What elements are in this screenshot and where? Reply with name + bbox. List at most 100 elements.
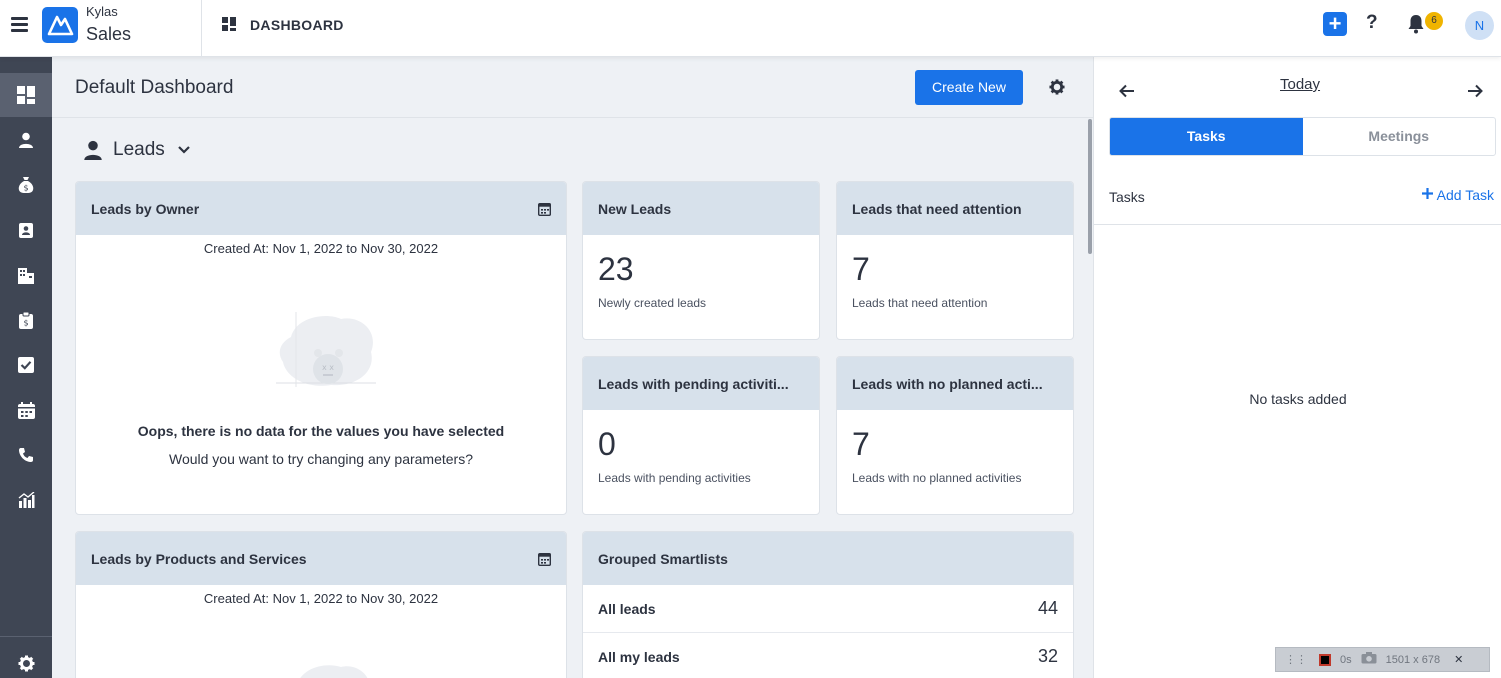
create-new-button[interactable]: Create New [915,70,1023,105]
kylas-logo[interactable] [42,7,78,43]
user-icon [19,132,33,148]
drag-handle-icon[interactable]: ⋮⋮ [1285,654,1307,666]
no-data-illustration [300,665,368,678]
sidebar-item-tasks[interactable] [0,343,52,387]
date-range-text: Created At: Nov 1, 2022 to Nov 30, 2022 [203,241,439,256]
leads-by-products-card: Leads by Products and Services Created A… [75,531,567,678]
company-icon [18,267,34,284]
dashboard-main: Default Dashboard Create New Leads Leads… [52,57,1093,678]
card-header: New Leads [583,182,819,235]
quick-add-button[interactable]: + [1323,12,1347,36]
metric-value: 7 [852,426,870,462]
metric-caption: Newly created leads [598,296,707,310]
sidebar-item-meetings[interactable] [0,388,52,432]
no-data-title: Oops, there is no data for the values yo… [137,423,505,439]
gear-icon [18,655,34,671]
smartlist-count: 44 [1037,598,1058,618]
metric-value: 0 [598,426,616,462]
metric-caption: Leads with no planned activities [852,471,1022,485]
sidebar-item-contacts[interactable] [0,208,52,252]
arrow-left-icon [1119,84,1134,98]
smartlist-count: 32 [1037,646,1058,666]
svg-text:$: $ [23,319,28,328]
panel-tabs: Tasks Meetings [1109,117,1496,156]
card-title: Leads by Owner [91,200,200,217]
camera-icon[interactable] [1361,652,1377,667]
menu-icon[interactable] [11,17,28,33]
close-icon[interactable]: ✕ [1454,654,1464,666]
sidebar-item-companies[interactable] [0,253,52,297]
tab-meetings[interactable]: Meetings [1368,128,1430,144]
recording-time: 0s [1340,653,1352,666]
sidebar-item-settings[interactable] [0,641,52,678]
card-header: Leads with pending activiti... [583,357,819,410]
smartlist-label: All leads [598,600,656,617]
dashboard-icon [17,86,35,104]
card-title: Leads with pending activiti... [598,375,789,392]
tasks-section-label: Tasks [1109,189,1145,205]
smartlist-label: All my leads [598,648,680,665]
help-button[interactable]: ? [1366,12,1378,33]
new-leads-card[interactable]: New Leads 23 Newly created leads [582,181,820,340]
card-header: Leads with no planned acti... [837,357,1073,410]
card-title: Grouped Smartlists [598,550,728,567]
stop-record-icon[interactable] [1319,653,1331,666]
smartlist-row[interactable]: All my leads 32 [583,633,1073,678]
contact-card-icon [19,222,33,238]
reports-icon [18,492,34,508]
recording-size: 1501 x 678 [1385,653,1441,666]
chevron-down-icon [178,146,190,154]
bell-icon[interactable] [1407,14,1425,34]
next-day-button[interactable] [1467,81,1483,104]
arrow-right-icon [1468,84,1483,98]
divider [1094,224,1501,225]
sidebar-divider [0,636,52,637]
brand-name: Kylas [86,4,118,19]
top-bar: Kylas Sales DASHBOARD + ? 6 N [0,0,1501,57]
metric-caption: Leads with pending activities [598,471,751,485]
sidebar-item-quotes[interactable]: $ [0,298,52,342]
metric-caption: Leads that need attention [852,296,988,310]
grouped-smartlists-card: Grouped Smartlists All leads 44 All my l… [582,531,1074,678]
sidebar-item-leads[interactable] [0,118,52,162]
dashboard-settings-button[interactable] [1049,79,1065,95]
card-header: Leads by Products and Services [76,532,566,585]
no-data-illustration: x x [276,312,376,387]
date-range-text: Created At: Nov 1, 2022 to Nov 30, 2022 [203,591,439,606]
page-header: Default Dashboard Create New [52,57,1093,118]
activity-panel: Today Tasks Meetings Tasks Add Task No t… [1093,57,1501,678]
pending-activities-card[interactable]: Leads with pending activiti... 0 Leads w… [582,356,820,515]
card-header: Leads that need attention [837,182,1073,235]
calendar-icon [17,401,35,419]
entity-selector[interactable]: Leads [83,139,191,161]
leads-by-owner-card: Leads by Owner Created At: Nov 1, 2022 t… [75,181,567,515]
scrollbar[interactable] [1088,119,1092,254]
sidebar-item-dashboard[interactable] [0,73,52,117]
tasks-check-icon [18,357,34,373]
tab-tasks[interactable]: Tasks [1110,118,1303,155]
sidebar-item-reports[interactable] [0,478,52,522]
previous-day-button[interactable] [1119,81,1135,104]
user-avatar[interactable]: N [1465,11,1494,40]
no-data-subtitle: Would you want to try changing any param… [168,451,474,467]
sidebar: $ $ [0,57,52,678]
need-attention-card[interactable]: Leads that need attention 7 Leads that n… [836,181,1074,340]
date-label[interactable]: Today [1280,76,1321,93]
add-task-label: Add Task [1436,187,1494,203]
sidebar-item-deals[interactable]: $ [0,163,52,207]
sidebar-item-calls[interactable] [0,433,52,477]
brand-product: Sales [86,24,132,44]
plus-icon [1421,188,1433,199]
smartlist-row[interactable]: All leads 44 [583,585,1073,633]
entity-selector-label: Leads [113,139,165,160]
gear-icon [1049,79,1065,95]
calendar-icon[interactable] [538,202,551,216]
clipboard-icon: $ [19,311,33,329]
notification-badge: 6 [1425,12,1443,30]
calendar-icon[interactable] [538,552,551,566]
money-bag-icon: $ [18,177,34,193]
no-planned-activities-card[interactable]: Leads with no planned acti... 7 Leads wi… [836,356,1074,515]
section-title: DASHBOARD [250,17,344,33]
add-task-button[interactable]: Add Task [1421,187,1494,203]
card-header: Grouped Smartlists [583,532,1073,585]
